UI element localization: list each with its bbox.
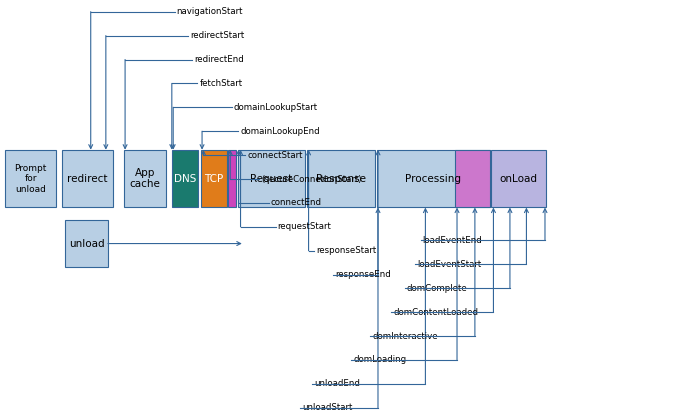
FancyBboxPatch shape	[307, 150, 375, 208]
Text: redirect: redirect	[68, 173, 108, 183]
Text: domComplete: domComplete	[407, 284, 468, 293]
Text: connectEnd: connectEnd	[270, 198, 322, 208]
Text: requestStart: requestStart	[277, 222, 331, 231]
Text: domainLookupStart: domainLookupStart	[234, 103, 318, 112]
Text: App
cache: App cache	[130, 168, 161, 189]
Text: domLoading: domLoading	[353, 356, 406, 364]
Text: domContentLoaded: domContentLoaded	[393, 308, 478, 317]
Text: unload: unload	[69, 239, 104, 249]
Text: Request: Request	[250, 173, 293, 183]
FancyBboxPatch shape	[66, 220, 108, 267]
FancyBboxPatch shape	[124, 150, 166, 208]
FancyBboxPatch shape	[377, 150, 490, 208]
Text: onLoad: onLoad	[500, 173, 538, 183]
Text: Response: Response	[316, 173, 366, 183]
Text: loadEventStart: loadEventStart	[417, 260, 482, 269]
Text: (secureConnetionStart): (secureConnetionStart)	[261, 175, 362, 183]
Text: redirectStart: redirectStart	[190, 31, 245, 40]
Text: DNS: DNS	[174, 173, 196, 183]
Text: TCP: TCP	[204, 173, 224, 183]
Text: fetchStart: fetchStart	[199, 79, 242, 88]
Text: Prompt
for
unload: Prompt for unload	[14, 164, 47, 193]
Text: responseStart: responseStart	[316, 246, 376, 255]
FancyBboxPatch shape	[455, 150, 490, 208]
Text: connectStart: connectStart	[248, 151, 303, 160]
FancyBboxPatch shape	[238, 150, 305, 208]
Text: redirectEnd: redirectEnd	[194, 55, 244, 64]
FancyBboxPatch shape	[5, 150, 57, 208]
Text: unloadStart: unloadStart	[302, 403, 353, 413]
FancyBboxPatch shape	[62, 150, 113, 208]
Text: navigationStart: navigationStart	[177, 7, 243, 16]
FancyBboxPatch shape	[228, 150, 237, 208]
Text: domInteractive: domInteractive	[373, 332, 438, 341]
Text: domainLookupEnd: domainLookupEnd	[241, 127, 320, 136]
FancyBboxPatch shape	[172, 150, 198, 208]
Text: loadEventEnd: loadEventEnd	[423, 236, 482, 245]
Text: responseEnd: responseEnd	[335, 270, 391, 279]
FancyBboxPatch shape	[491, 150, 546, 208]
Text: Processing: Processing	[405, 173, 462, 183]
Text: unloadEnd: unloadEnd	[314, 379, 360, 388]
FancyBboxPatch shape	[201, 150, 227, 208]
